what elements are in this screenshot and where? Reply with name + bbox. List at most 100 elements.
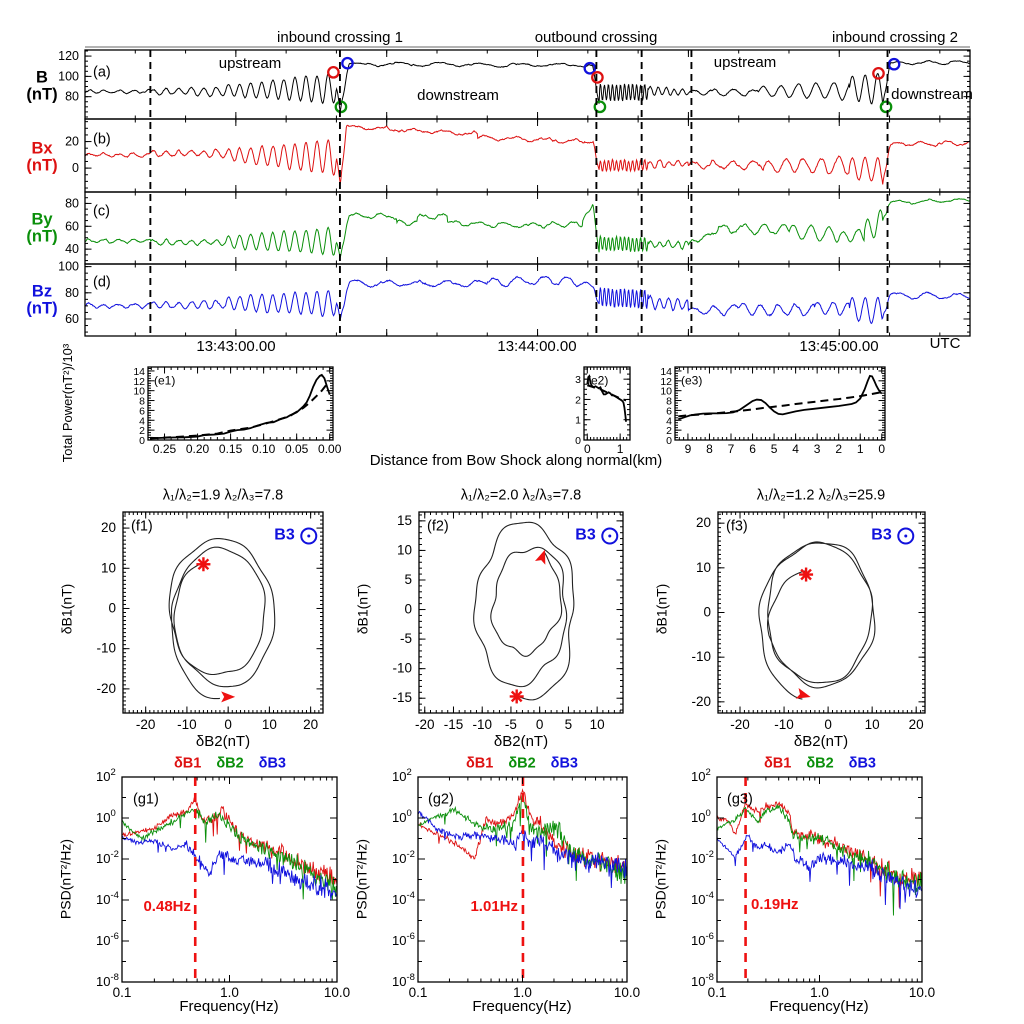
x-tick-label: 4 [792, 442, 799, 456]
axis-frame [84, 191, 971, 265]
start-star-marker [800, 568, 812, 581]
panel-f3-hodogram-trace [758, 541, 876, 700]
x-tick-label: 10.0 [909, 985, 935, 1000]
x-tick-label: 0.15 [219, 442, 243, 456]
y-tick-label: 10 [133, 386, 145, 398]
x-tick-label: 0 [824, 717, 832, 732]
panel-c: 40 60 80 [65, 191, 971, 265]
x-tick-label: 10 [865, 717, 880, 732]
y-tick-label: 10-4 [691, 890, 714, 907]
y-tick-label: 10-6 [96, 931, 119, 948]
crossing-circle-marker [341, 56, 354, 70]
panel-letter-f3: (f3) [726, 518, 748, 535]
x-tick-label: -5 [505, 717, 517, 732]
g2-x-axis-title: Frequency(Hz) [472, 998, 572, 1016]
panel-a-trace [85, 60, 970, 112]
b3-out-of-plane-icon [601, 527, 619, 545]
f2-x-axis-title: δB2(nT) [493, 733, 549, 751]
x-tick-label: 0.10 [252, 442, 276, 456]
y-tick-label: 0 [139, 435, 145, 447]
f1-x-axis-title: δB2(nT) [195, 733, 251, 751]
x-tick-label: 0.20 [186, 442, 210, 456]
y-tick-label: 120 [58, 49, 79, 63]
g1-legend: δB1 δB2 δB3 [174, 756, 286, 771]
y-tick-label: 15 [397, 513, 412, 528]
x-tick-label: 5 [771, 442, 778, 456]
y-tick-label: -10 [96, 641, 116, 656]
x-tick-label: 0.1 [113, 985, 132, 1000]
y-tick-label: -20 [96, 681, 116, 696]
panel-letter-e2: (e2) [587, 373, 609, 388]
legend-db3: δB3 [258, 755, 287, 772]
f2-y-axis-title: δB1(nT) [354, 583, 371, 635]
annotation-downstream-1: downstream [417, 87, 499, 105]
legend-db1: δB1 [465, 755, 494, 772]
crossing-circle-marker [583, 61, 597, 75]
y-tick-label: -10 [691, 649, 711, 664]
panel-a: 80 100 120 [58, 49, 971, 120]
y-tick-label: 14 [660, 366, 672, 378]
y-tick-label: 20 [696, 515, 711, 530]
y-tick-label: 8 [666, 396, 672, 408]
crossing-dashed-lines [149, 50, 889, 336]
panel-g1-δB2-spectrum [122, 808, 337, 900]
x-tick-label: 0.1 [708, 985, 727, 1000]
x-tick-label: -10 [472, 717, 492, 732]
x-tick-label: -10 [177, 717, 197, 732]
panel-f1-hodogram-trace [168, 537, 276, 700]
y-tick-label: 0 [575, 435, 581, 447]
y-tick-label: 102 [392, 767, 412, 784]
y-tick-label: 10 [101, 560, 116, 575]
legend-db3: δB3 [550, 755, 579, 772]
y-tick-label: 10-4 [392, 890, 415, 907]
x-tick-label: -15 [444, 717, 464, 732]
b3-out-of-plane-icon [897, 527, 915, 545]
y-tick-label: 60 [65, 312, 79, 326]
y-tick-label: 80 [65, 90, 79, 104]
panel-c-trace [85, 198, 970, 258]
panel-letter-e3: (e3) [681, 373, 703, 388]
panel-e1-fit-curve [149, 380, 331, 440]
x-tick-label: 1 [617, 442, 624, 456]
legend-db1: δB1 [763, 755, 792, 772]
panel-e2: 0 1 0 1 2 3 [575, 366, 631, 456]
panel-d: 60 80 100 [58, 260, 971, 337]
panel-e3-observed-curve [677, 374, 883, 421]
panel-letter-g2: (g2) [428, 791, 454, 808]
axis-frame [418, 511, 624, 714]
y-tick-label: 6 [139, 405, 145, 417]
axis-label-bz: Bz (nT) [26, 282, 58, 318]
g3-frequency-marker-label: 0.19Hz [751, 896, 799, 914]
x-tick-label: 10.0 [324, 985, 350, 1000]
crossing-circle-marker [879, 100, 893, 114]
b3-label: B3 [575, 526, 596, 544]
x-tick-label: -10 [774, 717, 794, 732]
y-tick-label: 0 [404, 602, 412, 617]
crossing-circle-marker [334, 100, 348, 114]
y-tick-label: 0 [108, 600, 116, 615]
b3-label: B3 [274, 526, 295, 544]
annotation-downstream-2: downstream [891, 86, 973, 104]
y-tick-label: 2 [575, 394, 581, 406]
x-tick-label: 0.1 [409, 985, 428, 1000]
b3-out-of-plane-icon [300, 527, 318, 545]
y-tick-label: 102 [691, 767, 711, 784]
panel-f2-hodogram-trace [473, 521, 575, 701]
f3-eigenvalue-title: λ₁/λ₂=1.2 λ₂/λ₃=25.9 [756, 487, 886, 504]
axis-frame [84, 118, 971, 193]
y-tick-label: 10-6 [691, 931, 714, 948]
x-tick-label: 6 [749, 442, 756, 456]
y-tick-label: 100 [691, 808, 711, 825]
x-tick-label: 3 [814, 442, 821, 456]
x-tick-label: 0.25 [153, 442, 177, 456]
panel-letter-a: (a) [93, 64, 111, 81]
axis-frame [84, 263, 971, 337]
direction-arrow-marker [534, 549, 546, 565]
x-tick-label: 9 [685, 442, 692, 456]
f2-eigenvalue-title: λ₁/λ₂=2.0 λ₂/λ₃=7.8 [460, 487, 582, 504]
time-tick-1343: 13:43:00.00 [196, 338, 276, 356]
y-tick-label: 3 [575, 374, 581, 386]
